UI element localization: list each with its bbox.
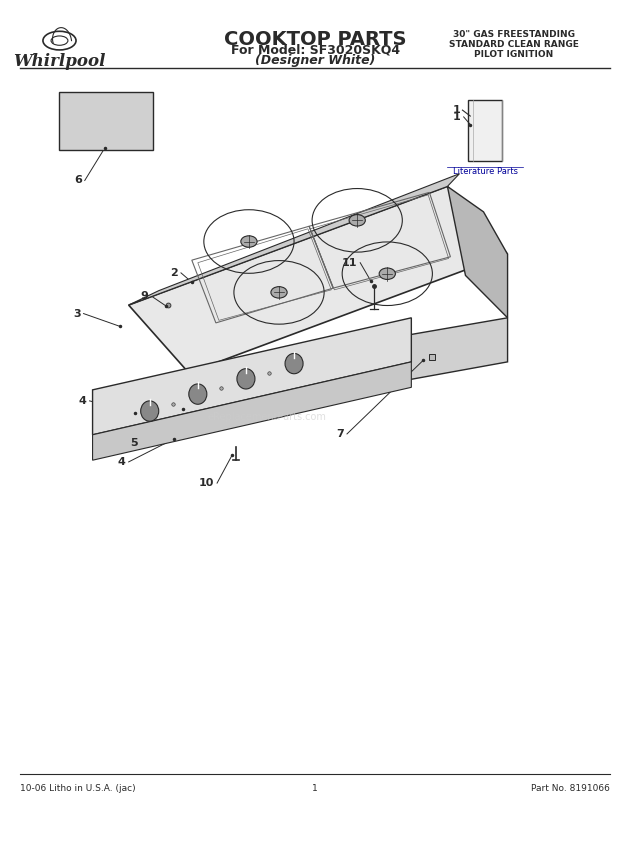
Ellipse shape: [271, 287, 287, 298]
Text: Literature Parts: Literature Parts: [453, 167, 518, 176]
Text: 1: 1: [453, 105, 461, 115]
Ellipse shape: [237, 369, 255, 389]
Bar: [469, 100, 502, 161]
Ellipse shape: [285, 354, 303, 374]
Text: For Model: SF3020SKQ4: For Model: SF3020SKQ4: [231, 43, 400, 56]
Polygon shape: [129, 187, 508, 373]
Text: 11: 11: [342, 258, 357, 268]
Text: 10-06 Litho in U.S.A. (jac): 10-06 Litho in U.S.A. (jac): [20, 784, 136, 793]
Text: 4: 4: [79, 395, 87, 406]
Text: 4: 4: [118, 457, 126, 467]
Text: COOKTOP PARTS: COOKTOP PARTS: [224, 30, 406, 49]
Text: eReplacementParts.com: eReplacementParts.com: [208, 412, 326, 422]
Polygon shape: [92, 318, 411, 435]
Text: 10: 10: [198, 479, 214, 488]
Text: 1: 1: [453, 112, 461, 122]
Text: 1: 1: [312, 784, 318, 793]
Text: 3: 3: [73, 308, 81, 318]
Text: Whirlpool: Whirlpool: [13, 53, 106, 70]
Text: 6: 6: [74, 175, 82, 186]
Bar: [60, 92, 153, 150]
Polygon shape: [189, 318, 508, 419]
Polygon shape: [129, 174, 459, 305]
Ellipse shape: [189, 384, 207, 404]
Text: Part No. 8191066: Part No. 8191066: [531, 784, 610, 793]
Text: (Designer White): (Designer White): [255, 54, 375, 67]
Text: 9: 9: [140, 291, 148, 300]
Ellipse shape: [141, 401, 159, 421]
Text: 7: 7: [336, 429, 344, 439]
Polygon shape: [448, 187, 508, 318]
Ellipse shape: [241, 235, 257, 247]
Text: 30" GAS FREESTANDING
STANDARD CLEAN RANGE
PILOT IGNITION: 30" GAS FREESTANDING STANDARD CLEAN RANG…: [449, 30, 578, 59]
Text: 2: 2: [170, 268, 178, 278]
Text: 5: 5: [130, 438, 138, 449]
Ellipse shape: [349, 215, 365, 226]
Ellipse shape: [379, 268, 396, 279]
Polygon shape: [92, 362, 411, 461]
